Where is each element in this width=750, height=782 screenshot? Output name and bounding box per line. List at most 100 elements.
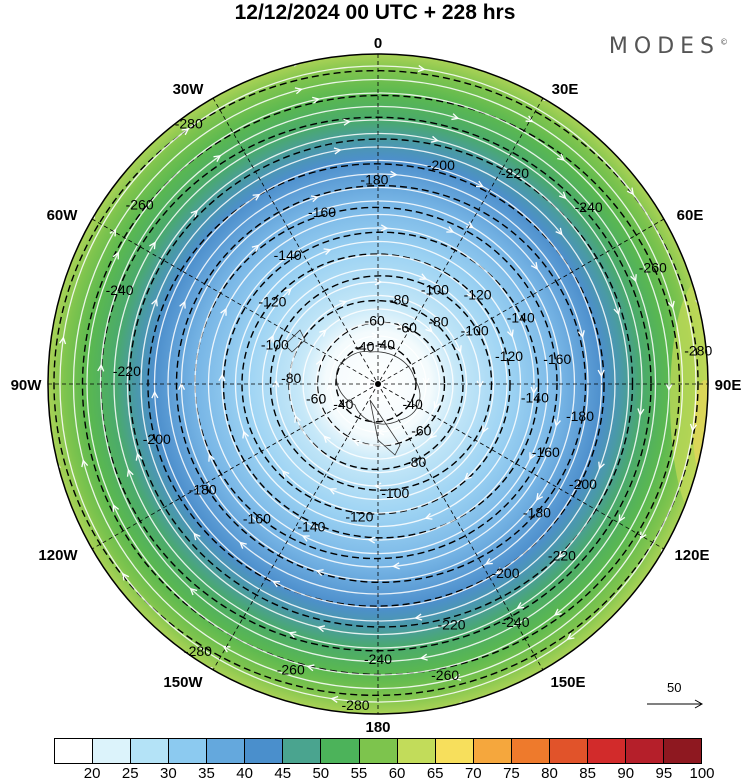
colorbar-swatch (397, 739, 436, 763)
streamline-arrow (417, 65, 426, 73)
streamline-arrow (408, 461, 417, 468)
contour-label: -240 (106, 282, 134, 298)
streamline-arrow (464, 472, 472, 481)
contour-label: -160 (243, 511, 271, 527)
contour-label: -240 (575, 199, 603, 215)
streamline-arrow (151, 390, 159, 399)
contour-label: -40 (403, 396, 423, 412)
contour-label: -40 (354, 338, 374, 354)
streamline-arrow (323, 248, 332, 256)
colorbar-ticks: 20 25 30 35 40 45 50 55 60 65 70 75 80 85 90 95 100 (54, 765, 715, 782)
colorbar-tick-label: 25 (121, 765, 139, 782)
colorbar-swatch (359, 739, 398, 763)
streamline-arrow (453, 673, 462, 681)
streamline-arrow (419, 653, 428, 661)
streamline-arrow (149, 241, 156, 250)
streamline-arrow (112, 503, 120, 512)
contour-label: -80 (406, 454, 426, 470)
streamline-arrow (328, 488, 337, 495)
contour-label: -60 (306, 390, 326, 406)
lon-label-150e: 150E (550, 674, 585, 691)
streamline-arrow (424, 512, 433, 520)
colorbar-swatch (283, 739, 322, 763)
streamline-arrow (97, 363, 105, 372)
contour-label: -120 (345, 509, 373, 525)
streamline-arrow (553, 608, 562, 616)
streamline-arrow (151, 298, 158, 307)
contour-label: -80 (428, 313, 448, 329)
streamline-arrow (179, 300, 186, 309)
streamline-arrow (495, 567, 504, 575)
streamline-arrow (637, 408, 645, 417)
contour-label: -120 (464, 286, 492, 302)
streamline-arrow (81, 459, 89, 468)
streamline-arrow (310, 195, 319, 203)
streamline-arrow (535, 493, 544, 501)
contour-label: -260 (639, 259, 667, 275)
contour-label: -200 (143, 431, 171, 447)
streamline-arrow (389, 170, 398, 178)
streamline-arrow (577, 330, 585, 339)
streamline-arrow (189, 587, 198, 596)
streamline-arrow (626, 187, 635, 196)
contour-label: -40 (333, 396, 353, 412)
contour-label: -120 (258, 294, 286, 310)
streamline-arrow (272, 580, 281, 588)
lon-label-90e: 90E (715, 377, 742, 394)
colorbar-swatch (435, 739, 474, 763)
streamline-arrow (530, 262, 539, 270)
colorbar-swatch (245, 739, 284, 763)
streamline-arrow (689, 423, 697, 432)
colorbar-swatch (664, 739, 702, 763)
streamline-arrow (315, 358, 323, 367)
contour-label: -100 (261, 336, 289, 352)
streamline-arrow (281, 470, 290, 478)
contour-label: -260 (277, 661, 305, 677)
streamline-arrow (557, 550, 566, 559)
reference-vector: 50 (645, 680, 705, 720)
streamline (72, 78, 684, 690)
streamline-arrow (220, 307, 227, 316)
streamline-arrow (218, 373, 226, 382)
contour-label: -220 (438, 617, 466, 633)
streamline-arrow (557, 153, 565, 161)
contour-line (269, 275, 493, 491)
streamline-arrow (429, 431, 437, 439)
contour-label: -160 (308, 204, 336, 220)
colorbar (54, 738, 702, 764)
streamline-arrow (126, 468, 134, 477)
colorbar-swatch (473, 739, 512, 763)
map-title: 12/12/2024 00 UTC + 228 hrs (234, 1, 516, 24)
reference-vector-label: 50 (667, 680, 682, 695)
streamline-arrow (476, 380, 484, 389)
contour-line (194, 206, 558, 560)
colorbar-tick-label: 55 (350, 765, 368, 782)
contour-line (53, 69, 699, 697)
streamline-arrow (272, 379, 280, 388)
contour-label: -160 (543, 351, 571, 367)
streamline-arrow (566, 632, 575, 641)
colorbar-swatch (587, 739, 626, 763)
contour-label: -260 (126, 196, 154, 212)
streamline-arrow (242, 430, 250, 439)
colorbar-tick-label: 45 (274, 765, 292, 782)
contour-label: -180 (566, 408, 594, 424)
contour-label: -140 (521, 390, 549, 406)
streamline-arrow (367, 536, 376, 544)
contour-label: -140 (274, 247, 302, 263)
streamline-arrow (558, 191, 567, 200)
lon-label-30e: 30E (552, 81, 579, 98)
streamline-arrow (613, 307, 621, 316)
colorbar-swatch (321, 739, 360, 763)
streamline-arrow (294, 414, 301, 423)
colorbar-tick-label: 65 (426, 765, 444, 782)
streamline-arrow (553, 419, 561, 428)
streamline-arrow (312, 96, 321, 104)
streamline-arrow (484, 558, 493, 565)
streamline-arrow (294, 87, 303, 95)
streamline-arrow (339, 300, 348, 307)
contour-line (222, 231, 540, 539)
contour-label: -60 (365, 313, 385, 329)
streamline-arrow (343, 118, 352, 126)
streamline-arrow (374, 278, 383, 286)
